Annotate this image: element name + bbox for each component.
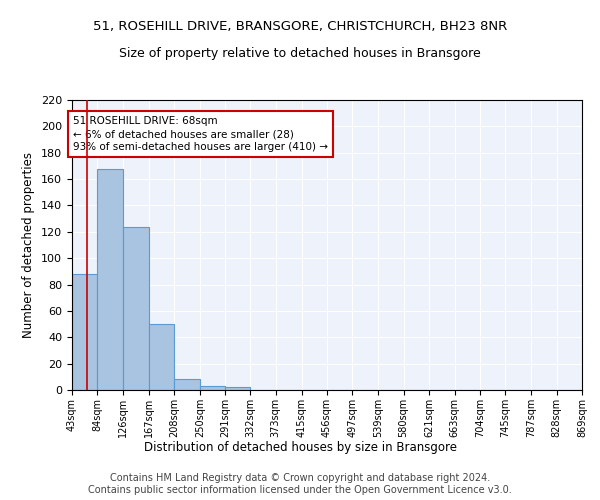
Text: 51, ROSEHILL DRIVE, BRANSGORE, CHRISTCHURCH, BH23 8NR: 51, ROSEHILL DRIVE, BRANSGORE, CHRISTCHU…: [93, 20, 507, 33]
Bar: [200, 386, 225, 390]
Text: 51 ROSEHILL DRIVE: 68sqm
← 6% of detached houses are smaller (28)
93% of semi-de: 51 ROSEHILL DRIVE: 68sqm ← 6% of detache…: [73, 116, 328, 152]
Bar: [123, 226, 149, 390]
Bar: [72, 274, 97, 390]
Bar: [225, 388, 250, 390]
Bar: [149, 324, 174, 390]
Bar: [97, 168, 123, 390]
Y-axis label: Number of detached properties: Number of detached properties: [22, 152, 35, 338]
Text: Contains HM Land Registry data © Crown copyright and database right 2024.
Contai: Contains HM Land Registry data © Crown c…: [88, 474, 512, 495]
Text: Distribution of detached houses by size in Bransgore: Distribution of detached houses by size …: [143, 441, 457, 454]
Text: Size of property relative to detached houses in Bransgore: Size of property relative to detached ho…: [119, 48, 481, 60]
Bar: [174, 380, 200, 390]
